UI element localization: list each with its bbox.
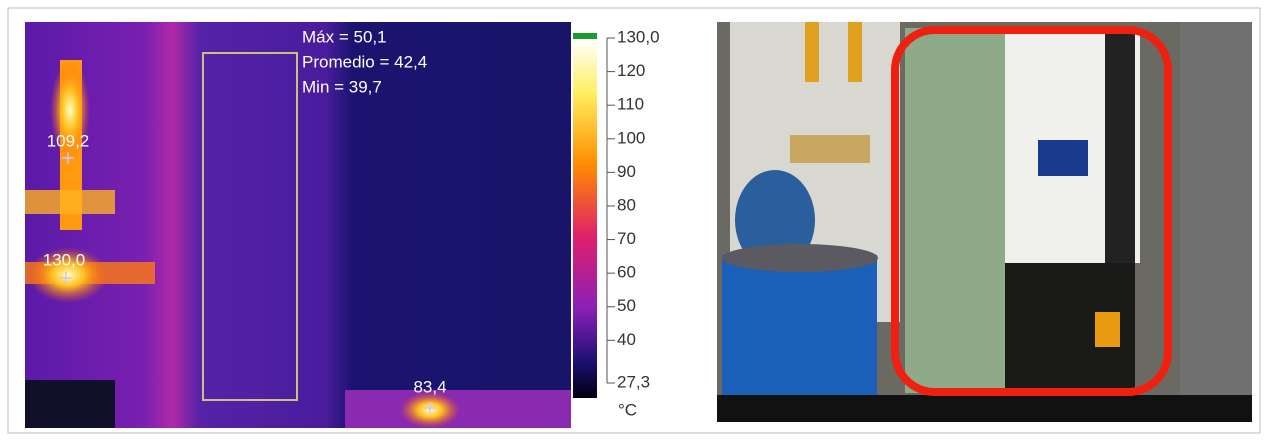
tick-label: 110 [617, 95, 644, 114]
unit-label: °C [618, 400, 637, 419]
tick-label: 50 [617, 296, 636, 315]
tick-label: 80 [617, 195, 636, 214]
tick-label: 90 [617, 162, 636, 181]
tick-label: 130,0 [617, 27, 660, 46]
color-scale: °C 130,0 120 110 100 90 80 70 60 50 40 27,3 [573, 27, 660, 419]
stat-text: Máx = 50,1 [302, 27, 387, 46]
tick-label: 27,3 [617, 372, 650, 391]
spot-label: 109,2 [47, 131, 90, 150]
tick-label: 40 [617, 330, 636, 349]
spot-label: 130,0 [43, 250, 86, 269]
tick-label: 70 [617, 229, 636, 248]
tick-label: 120 [617, 61, 645, 80]
stat-text: Promedio = 42,4 [302, 52, 427, 71]
thermal-image: Máx = 50,1 Promedio = 42,4 Min = 39,7 10… [25, 22, 571, 428]
photo [717, 22, 1252, 422]
tick-label: 100 [617, 128, 645, 147]
spot-label: 83,4 [413, 377, 446, 396]
stat-text: Min = 39,7 [302, 77, 382, 96]
frame [7, 7, 1261, 434]
tick-label: 60 [617, 263, 636, 282]
